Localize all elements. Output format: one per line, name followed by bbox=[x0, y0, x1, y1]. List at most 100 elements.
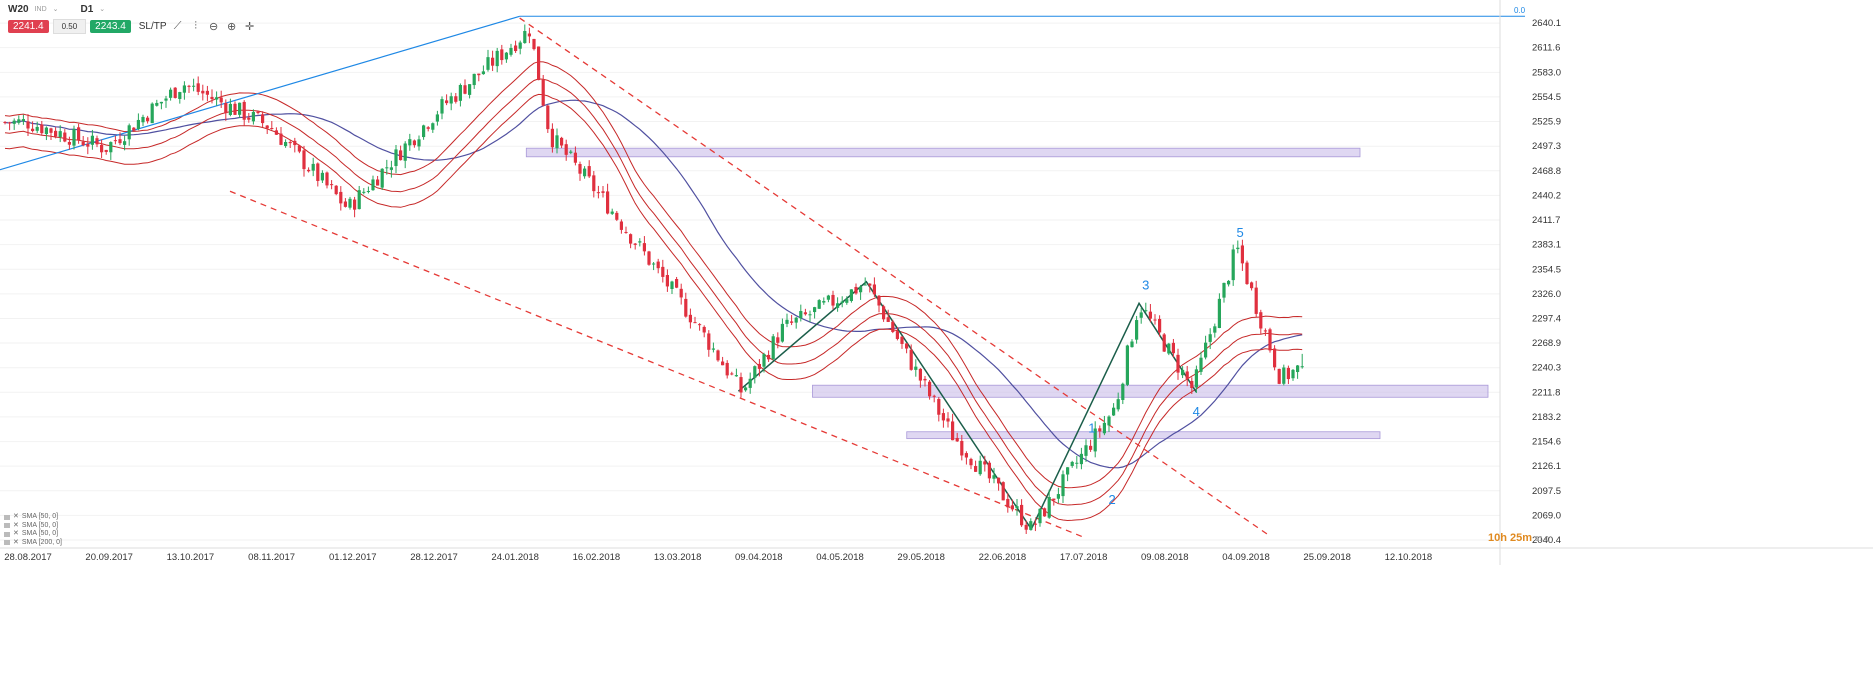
x-tick-label: 08.11.2017 bbox=[248, 552, 295, 563]
sma-50-line bbox=[4, 78, 1303, 506]
candle-body bbox=[26, 121, 30, 129]
candle-body bbox=[1273, 348, 1277, 368]
timeframe-dropdown-icon[interactable]: ⌄ bbox=[99, 6, 106, 13]
candle-body bbox=[242, 101, 246, 120]
candle-body bbox=[192, 85, 196, 87]
candle-body bbox=[1291, 369, 1295, 379]
legend-item[interactable]: ✕ SMA [50, 0] bbox=[4, 522, 62, 531]
candle-body bbox=[923, 378, 927, 381]
candle-body bbox=[987, 462, 991, 479]
y-tick-label: 2497.3 bbox=[1532, 141, 1561, 152]
candle-body bbox=[228, 103, 232, 115]
candle-body bbox=[799, 311, 803, 319]
y-tick-label: 2183.2 bbox=[1532, 412, 1561, 423]
candle-body bbox=[187, 85, 191, 87]
candle-body bbox=[49, 128, 53, 133]
candle-body bbox=[8, 122, 12, 124]
sltp-button[interactable]: SL/TP bbox=[138, 20, 167, 32]
legend-label: SMA [200, 0] bbox=[21, 538, 62, 546]
candle-body bbox=[136, 119, 140, 130]
support-zone bbox=[525, 147, 1361, 158]
symbol-dropdown-icon[interactable]: ⌄ bbox=[52, 6, 59, 13]
legend-settings-icon[interactable] bbox=[4, 523, 10, 529]
candle-body bbox=[606, 191, 610, 214]
candle-body bbox=[1296, 365, 1300, 373]
buy-button[interactable]: 2243.4 bbox=[90, 19, 131, 33]
candle-body bbox=[518, 42, 522, 49]
crosshair-icon[interactable]: ✛ bbox=[244, 20, 255, 33]
symbol-badge: IND bbox=[34, 5, 47, 13]
symbol-label[interactable]: W20 bbox=[8, 3, 29, 15]
line-chart-icon[interactable]: ⟋ bbox=[173, 19, 182, 32]
candle-body bbox=[753, 366, 757, 378]
candle-body bbox=[394, 149, 398, 167]
candle-body bbox=[872, 284, 876, 295]
candle-body bbox=[67, 141, 71, 145]
candle-countdown: 10h 25m 61.0 bbox=[1488, 532, 1549, 544]
candle-body bbox=[895, 331, 899, 339]
candle-body bbox=[1125, 345, 1129, 385]
axes: 2640.1 2611.6 2583.0 2554.5 2525.9 2497.3 2468… bbox=[0, 0, 1873, 565]
candle-body bbox=[1190, 380, 1194, 389]
timeframe-label[interactable]: D1 bbox=[80, 3, 94, 15]
legend-close-icon[interactable]: ✕ bbox=[13, 521, 19, 529]
x-tick-label: 01.12.2017 bbox=[329, 552, 377, 563]
candle-body bbox=[31, 128, 35, 132]
candle-body bbox=[914, 366, 918, 370]
candle-body bbox=[1047, 497, 1051, 518]
candle-body bbox=[707, 333, 711, 350]
candle-body bbox=[1250, 282, 1254, 289]
candle-body bbox=[109, 142, 113, 153]
candle-body bbox=[937, 398, 941, 415]
candle-body bbox=[408, 139, 412, 146]
candle-body bbox=[941, 413, 945, 421]
legend-close-icon[interactable]: ✕ bbox=[13, 538, 19, 546]
x-tick-label: 13.03.2018 bbox=[654, 552, 702, 563]
y-tick-label: 2583.0 bbox=[1532, 67, 1561, 78]
candle-body bbox=[77, 127, 81, 141]
candle-body bbox=[40, 124, 44, 134]
candle-body bbox=[665, 274, 669, 287]
legend-close-icon[interactable]: ✕ bbox=[13, 513, 19, 520]
candle-body bbox=[1286, 367, 1290, 380]
candle-body bbox=[578, 164, 582, 174]
candle-body bbox=[445, 100, 449, 104]
y-tick-label: 2211.8 bbox=[1532, 387, 1560, 398]
legend-close-icon[interactable]: ✕ bbox=[13, 530, 19, 537]
candle-body bbox=[679, 288, 683, 298]
support-zone bbox=[812, 384, 1489, 398]
channel-upper bbox=[519, 17, 1271, 537]
candle-body bbox=[1107, 416, 1111, 426]
legend-settings-icon[interactable] bbox=[4, 540, 10, 546]
candle-body bbox=[297, 145, 301, 152]
x-tick-label: 22.06.2018 bbox=[979, 552, 1027, 563]
legend-item[interactable]: ✕ SMA [50, 0] bbox=[4, 530, 62, 539]
y-tick-label: 2640.1 bbox=[1532, 18, 1561, 29]
legend-settings-icon[interactable] bbox=[4, 531, 10, 537]
candle-body bbox=[716, 350, 720, 361]
legend-settings-icon[interactable] bbox=[4, 514, 10, 520]
candle-body bbox=[1066, 467, 1070, 475]
zoom-in-icon[interactable]: ⊕ bbox=[226, 20, 237, 33]
candle-body bbox=[1222, 282, 1226, 298]
candle-body bbox=[357, 190, 361, 210]
candle-body bbox=[86, 143, 90, 147]
wave-label: 1 bbox=[1088, 421, 1095, 436]
candle-body bbox=[1158, 318, 1162, 333]
zoom-out-icon[interactable]: ⊖ bbox=[208, 20, 219, 33]
candle-body bbox=[661, 266, 665, 277]
indicators-icon[interactable]: ⫶ bbox=[194, 19, 197, 32]
legend-item[interactable]: ✕ SMA [50, 0] bbox=[4, 513, 62, 522]
countdown-sub: 61.0 bbox=[1535, 536, 1549, 543]
candle-body bbox=[495, 50, 499, 67]
candle-body bbox=[1079, 453, 1083, 465]
x-tick-label: 04.05.2018 bbox=[816, 552, 864, 563]
sell-button[interactable]: 2241.4 bbox=[8, 19, 49, 33]
y-tick-label: 2554.5 bbox=[1532, 92, 1561, 103]
lot-size-input[interactable]: 0.50 bbox=[52, 18, 87, 34]
legend-item[interactable]: ✕ SMA [200, 0] bbox=[4, 539, 62, 548]
candle-body bbox=[1227, 280, 1231, 285]
candle-body bbox=[1217, 298, 1221, 329]
candle-body bbox=[909, 349, 913, 370]
